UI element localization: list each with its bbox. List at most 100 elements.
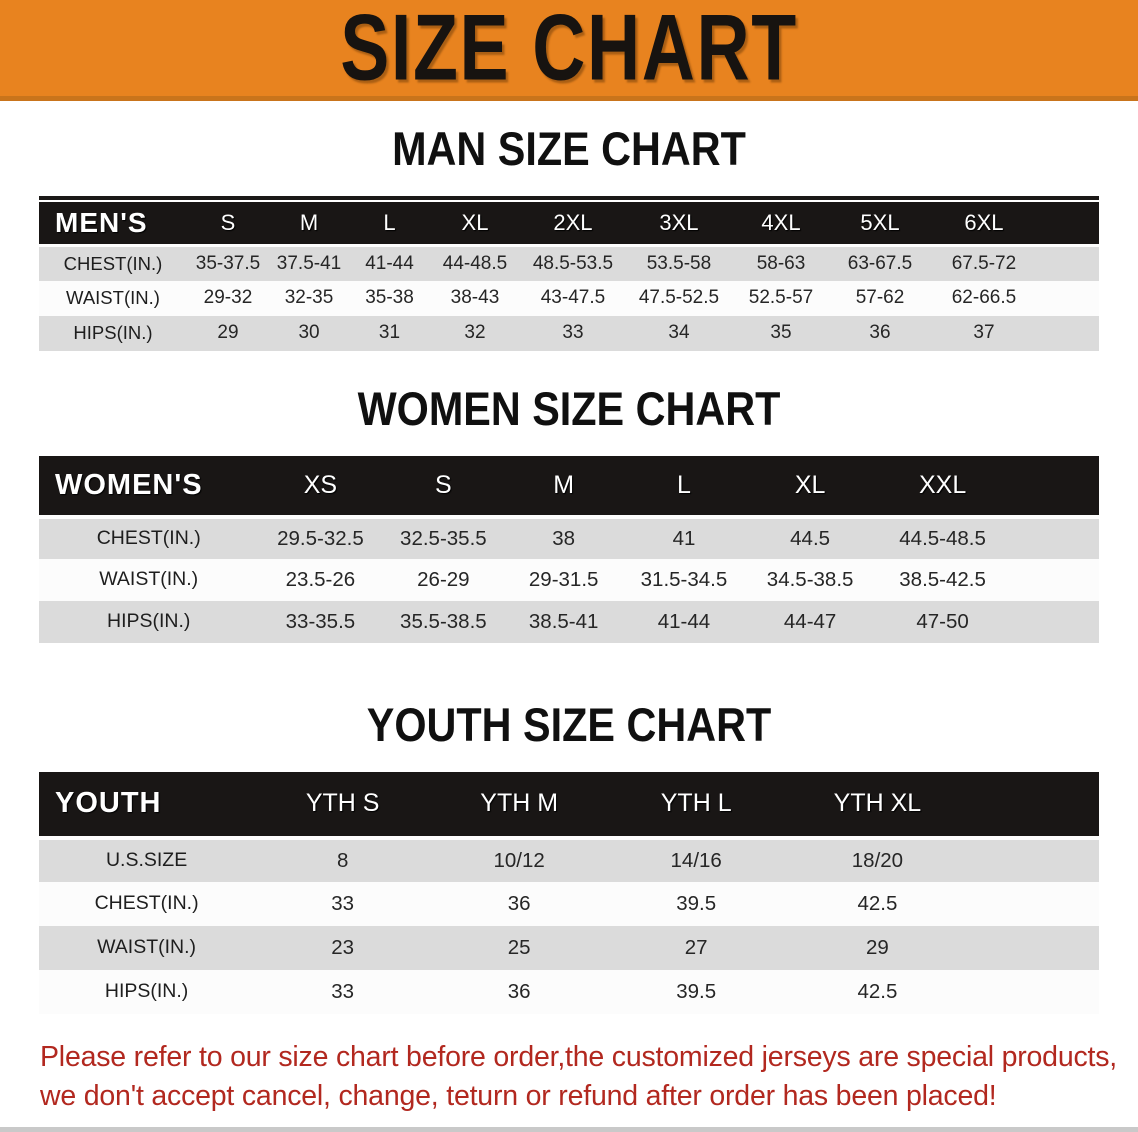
- disclaimer-line-1: Please refer to our size chart before or…: [40, 1040, 1118, 1073]
- measurement-row: CHEST(IN.) 29.5-32.5 32.5-35.5 38 41 44.5 44.5…: [39, 516, 1099, 559]
- size-value-cell: 38.5-41: [528, 609, 599, 633]
- bottom-strip: [0, 1127, 1138, 1132]
- size-value-cell: 67.5-72: [951, 252, 1017, 274]
- measurement-row-label: CHEST(IN.): [96, 527, 201, 549]
- size-value-cell: 18/20: [851, 848, 904, 872]
- size-value-cell: 37: [973, 322, 995, 343]
- size-value-cell: 38: [552, 526, 576, 550]
- filler-cell: [970, 838, 1099, 882]
- size-column-header: L: [623, 455, 745, 519]
- men-section-heading: MAN SIZE CHART: [392, 122, 746, 175]
- size-column-header: 3XL: [625, 202, 732, 247]
- size-value-cell: 43-47.5: [540, 287, 606, 308]
- size-value-cell: 33: [562, 322, 584, 343]
- women-section-heading: WOMEN SIZE CHART: [357, 381, 781, 435]
- youth-size-section: YOUTH SIZE CHART YOUTH YTH S YTH M YTH L YTH…: [0, 701, 1138, 1014]
- youth-size-table: YOUTH YTH S YTH M YTH L YTH XL U.S.SIZE 8 10/12…: [39, 771, 1099, 1014]
- size-column-header: XL: [744, 455, 876, 519]
- filler-cell: [1010, 517, 1099, 559]
- size-column-header: YTH M: [431, 771, 608, 840]
- size-value-cell: 42.5: [857, 979, 898, 1003]
- measurement-row: WAIST(IN.) 23 25 27 29: [39, 925, 1099, 970]
- size-value-cell: 25: [507, 935, 531, 959]
- size-column-header: 2XL: [519, 202, 626, 247]
- size-value-cell: 58-63: [756, 252, 806, 274]
- measurement-row: HIPS(IN.) 29 30 31 32 33 34 35 36 37: [39, 315, 1099, 351]
- size-value-cell: 47.5-52.5: [638, 287, 720, 308]
- size-value-cell: 38-43: [450, 287, 500, 308]
- measurement-row-label: CHEST(IN.): [63, 252, 163, 274]
- size-value-cell: 35: [770, 322, 792, 343]
- size-value-cell: 62-66.5: [951, 287, 1017, 308]
- men-size-table-wrap: MEN'S S M L XL 2XL 3XL 4XL 5XL 6XL CHEST(IN.) 35-37…: [39, 196, 1099, 351]
- banner: SIZE CHART: [0, 0, 1138, 101]
- size-value-cell: 36: [507, 891, 531, 915]
- size-value-cell: 47-50: [916, 609, 969, 633]
- size-header-row: YOUTH YTH S YTH M YTH L YTH XL: [39, 771, 1099, 840]
- men-size-table: MEN'S S M L XL 2XL 3XL 4XL 5XL 6XL CHEST(IN.) 35-37…: [39, 202, 1099, 351]
- size-column-header: S: [382, 455, 505, 519]
- measurement-row: HIPS(IN.) 33 36 39.5 42.5: [39, 969, 1099, 1014]
- size-value-cell: 44.5-48.5: [899, 526, 986, 550]
- size-value-cell: 10/12: [493, 848, 545, 872]
- size-value-cell: 27: [684, 935, 708, 959]
- table-corner-label: YOUTH: [39, 771, 255, 840]
- filler-cell: [1010, 601, 1099, 643]
- size-value-cell: 44-48.5: [442, 252, 508, 274]
- size-column-header: YTH L: [607, 771, 786, 840]
- size-column-header: L: [349, 202, 430, 247]
- filler-cell: [1010, 559, 1099, 601]
- filler-cell: [1038, 316, 1099, 351]
- size-column-header: YTH S: [254, 771, 432, 840]
- size-column-header: YTH XL: [785, 771, 970, 840]
- measurement-row: WAIST(IN.) 23.5-26 26-29 29-31.5 31.5-34.5 34…: [39, 558, 1099, 601]
- size-value-cell: 38.5-42.5: [899, 567, 986, 591]
- size-value-cell: 39.5: [676, 979, 717, 1003]
- youth-section-heading: YOUTH SIZE CHART: [366, 697, 772, 751]
- filler-cell: [969, 771, 1099, 840]
- size-value-cell: 36: [507, 979, 531, 1003]
- measurement-row-label: HIPS(IN.): [104, 980, 189, 1002]
- size-value-cell: 30: [298, 322, 320, 343]
- size-value-cell: 39.5: [676, 891, 717, 915]
- size-value-cell: 31: [378, 322, 401, 343]
- size-value-cell: 14/16: [670, 848, 722, 872]
- filler-cell: [1038, 246, 1099, 281]
- size-column-header: XL: [429, 202, 520, 247]
- size-column-header: M: [504, 455, 624, 519]
- men-size-section: MAN SIZE CHART MEN'S S M L XL 2XL 3XL 4XL 5XL 6XL…: [0, 125, 1138, 351]
- size-column-header: M: [269, 202, 350, 247]
- size-value-cell: 35-37.5: [195, 252, 261, 274]
- table-corner-label: MEN'S: [39, 202, 187, 247]
- size-column-header: XS: [258, 455, 383, 519]
- size-value-cell: 29.5-32.5: [277, 526, 364, 550]
- filler-cell: [970, 882, 1099, 926]
- measurement-row: CHEST(IN.) 33 36 39.5 42.5: [39, 881, 1099, 926]
- size-value-cell: 29-32: [203, 287, 253, 308]
- size-column-header: 6XL: [929, 202, 1038, 247]
- measurement-row-label: CHEST(IN.): [94, 892, 199, 914]
- size-value-cell: 41-44: [365, 252, 414, 274]
- size-value-cell: 36: [869, 322, 891, 343]
- youth-size-table-wrap: YOUTH YTH S YTH M YTH L YTH XL U.S.SIZE 8 10/12…: [39, 771, 1099, 1014]
- measurement-row-label: HIPS(IN.): [73, 322, 153, 343]
- banner-title: SIZE CHART: [340, 0, 798, 101]
- size-value-cell: 26-29: [417, 567, 470, 591]
- size-value-cell: 29: [217, 322, 239, 343]
- measurement-row-label: HIPS(IN.): [106, 610, 191, 632]
- size-value-cell: 29-31.5: [528, 567, 599, 591]
- measurement-row: CHEST(IN.) 35-37.5 37.5-41 41-44 44-48.5 48.5…: [39, 245, 1099, 281]
- size-value-cell: 41-44: [657, 609, 711, 633]
- size-value-cell: 48.5-53.5: [532, 252, 614, 274]
- size-value-cell: 31.5-34.5: [640, 567, 728, 591]
- measurement-row: HIPS(IN.) 33-35.5 35.5-38.5 38.5-41 41-44 44-…: [39, 600, 1099, 643]
- measurement-row-label: U.S.SIZE: [105, 849, 188, 871]
- size-value-cell: 35.5-38.5: [400, 609, 487, 633]
- disclaimer: Please refer to our size chart before or…: [0, 1038, 1138, 1116]
- size-header-row: WOMEN'S XS S M L XL XXL: [39, 455, 1099, 519]
- size-value-cell: 37.5-41: [276, 252, 342, 274]
- size-value-cell: 33-35.5: [285, 609, 356, 633]
- size-value-cell: 41: [672, 526, 696, 550]
- size-value-cell: 33: [331, 891, 355, 915]
